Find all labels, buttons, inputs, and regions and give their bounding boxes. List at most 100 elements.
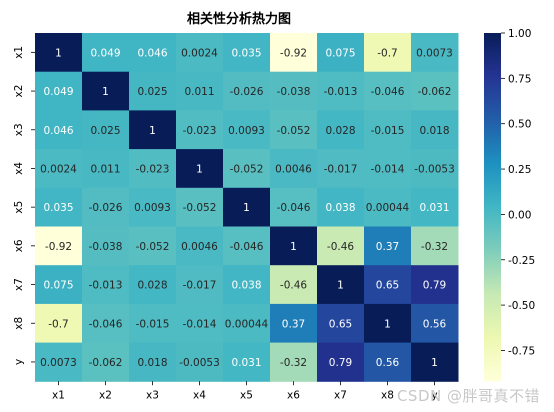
- heatmap-cells: [35, 33, 459, 382]
- heatmap-cell-label: 0.028: [325, 125, 355, 137]
- heatmap-cell-label: -0.038: [277, 86, 311, 98]
- heatmap-cell-label: 0.37: [376, 241, 399, 253]
- heatmap-cell-label: 0.031: [419, 202, 449, 214]
- heatmap-cell-x2-x6: [270, 71, 318, 111]
- heatmap-cell-label: 0.038: [231, 280, 261, 292]
- heatmap-cell-x6-x2: [82, 226, 130, 266]
- heatmap-cell-label: 1: [337, 280, 344, 292]
- colorbar-tick-label: 0.25: [508, 164, 531, 176]
- colorbar-tick-label: -0.75: [508, 345, 535, 357]
- heatmap-cell-x1-x6: [270, 33, 318, 73]
- heatmap-cell-y-x5: [223, 342, 271, 382]
- heatmap-cell-label: -0.015: [136, 318, 170, 330]
- heatmap-cell-x5-x8: [364, 187, 412, 227]
- heatmap-cell-label: 0.0093: [134, 202, 171, 214]
- heatmap-cell-label: -0.92: [280, 47, 307, 59]
- x-tick-label-x7: x7: [334, 389, 347, 401]
- x-tick-label-x1: x1: [52, 389, 65, 401]
- heatmap-cell-x6-x6: [270, 226, 318, 266]
- colorbar-tick-label: -0.25: [508, 255, 535, 267]
- heatmap-cell-label: 0.56: [376, 357, 400, 369]
- heatmap-cell-label: 0.0024: [181, 47, 218, 59]
- heatmap-cell-label: 0.049: [43, 86, 73, 98]
- heatmap-cell-label: 1: [290, 241, 297, 253]
- heatmap-cell-x5-x3: [129, 187, 177, 227]
- heatmap-cell-label: -0.7: [48, 318, 69, 330]
- heatmap-cell-label: -0.046: [371, 86, 405, 98]
- y-tick-label-x7: x7: [13, 278, 25, 291]
- heatmap-cell-label: 0.075: [43, 280, 73, 292]
- heatmap-cell-x1-x3: [129, 33, 177, 73]
- heatmap-cell-label: -0.015: [371, 125, 405, 137]
- heatmap-cell-x5-x6: [270, 187, 318, 227]
- heatmap-cell-x6-x7: [317, 226, 365, 266]
- heatmap-cell-x1-x2: [82, 33, 130, 73]
- heatmap-cell-label: 0.79: [423, 280, 446, 292]
- heatmap-cell-label: 0.031: [231, 357, 261, 369]
- heatmap-cell-label: -0.023: [183, 125, 217, 137]
- heatmap-cell-y-x3: [129, 342, 177, 382]
- heatmap-cell-label: 0.79: [329, 357, 352, 369]
- heatmap-cell-x7-x6: [270, 265, 318, 305]
- heatmap-cell-label: 0.038: [325, 202, 355, 214]
- colorbar-tick-label: 0.00: [508, 209, 531, 221]
- heatmap-cell-x3-y: [411, 110, 459, 150]
- heatmap-cell-x4-x7: [317, 149, 365, 189]
- heatmap-cell-x7-x2: [82, 265, 130, 305]
- heatmap-cell-x6-y: [411, 226, 459, 266]
- heatmap-cell-x6-x8: [364, 226, 412, 266]
- heatmap-cell-x3-x1: [35, 110, 83, 150]
- heatmap-cell-label: 0.018: [419, 125, 449, 137]
- heatmap-cell-label: -0.046: [89, 318, 123, 330]
- y-tick-label-y: y: [13, 359, 25, 365]
- heatmap-cell-label: 0.0046: [181, 241, 218, 253]
- y-tick-label-x1: x1: [13, 46, 25, 59]
- heatmap-cell-label: -0.023: [136, 163, 170, 175]
- heatmap-cell-x4-x8: [364, 149, 412, 189]
- y-tick-label-x2: x2: [13, 85, 25, 98]
- heatmap-cell-x2-x8: [364, 71, 412, 111]
- heatmap-cell-x1-x1: [35, 33, 83, 73]
- heatmap-cell-label: 1: [431, 357, 438, 369]
- heatmap-cell-labels: 1 0.049 0.046 0.0024 0.035 -0.92 0.075 -0.7 0.00…: [40, 47, 455, 369]
- heatmap-cell-x4-x4: [176, 149, 224, 189]
- x-tick-label-x2: x2: [99, 389, 112, 401]
- heatmap-cell-label: -0.046: [230, 241, 264, 253]
- heatmap-cell-x8-y: [411, 303, 459, 344]
- heatmap-cell-y-x8: [364, 342, 412, 382]
- heatmap-cell-x8-x5: [223, 303, 271, 344]
- heatmap-cell-label: -0.014: [183, 318, 217, 330]
- heatmap-cell-label: 0.37: [282, 318, 305, 330]
- heatmap-cell-label: 0.0024: [40, 163, 77, 175]
- heatmap-cell-label: 0.018: [137, 357, 167, 369]
- heatmap-cell-x3-x8: [364, 110, 412, 150]
- heatmap-cell-x1-x4: [176, 33, 224, 73]
- heatmap-cell-x1-x8: [364, 33, 412, 73]
- heatmap-cell-x7-x7: [317, 265, 365, 305]
- heatmap-cell-label: 0.0073: [40, 357, 77, 369]
- heatmap-cell-x6-x4: [176, 226, 224, 266]
- heatmap-cell-label: 0.046: [137, 47, 167, 59]
- heatmap-cell-x3-x4: [176, 110, 224, 150]
- heatmap-cell-label: 1: [55, 47, 62, 59]
- heatmap-cell-x5-x4: [176, 187, 224, 227]
- heatmap-cell-label: -0.0053: [179, 357, 220, 369]
- x-axis: x1 x2 x3 x4 x5 x6 x7 x8 y: [52, 381, 438, 401]
- colorbar-tick-label: 1.00: [508, 28, 531, 40]
- heatmap-cell-x7-x5: [223, 265, 271, 305]
- heatmap-cell-x8-x2: [82, 303, 130, 344]
- colorbar-gradient: [484, 33, 501, 382]
- heatmap-cell-x2-x5: [223, 71, 271, 111]
- heatmap-cell-x6-x3: [129, 226, 177, 266]
- heatmap-cell-label: -0.046: [277, 202, 311, 214]
- heatmap-cell-label: -0.026: [89, 202, 123, 214]
- y-tick-label-x5: x5: [13, 201, 25, 214]
- heatmap-cell-x4-x6: [270, 149, 318, 189]
- heatmap-cell-label: -0.0053: [414, 163, 455, 175]
- heatmap-cell-label: -0.052: [230, 163, 264, 175]
- heatmap-cell-label: -0.026: [230, 86, 264, 98]
- heatmap-cell-y-y: [411, 342, 459, 382]
- heatmap-cell-x8-x4: [176, 303, 224, 344]
- heatmap-cell-label: -0.32: [280, 357, 307, 369]
- heatmap-cell-label: -0.013: [324, 86, 358, 98]
